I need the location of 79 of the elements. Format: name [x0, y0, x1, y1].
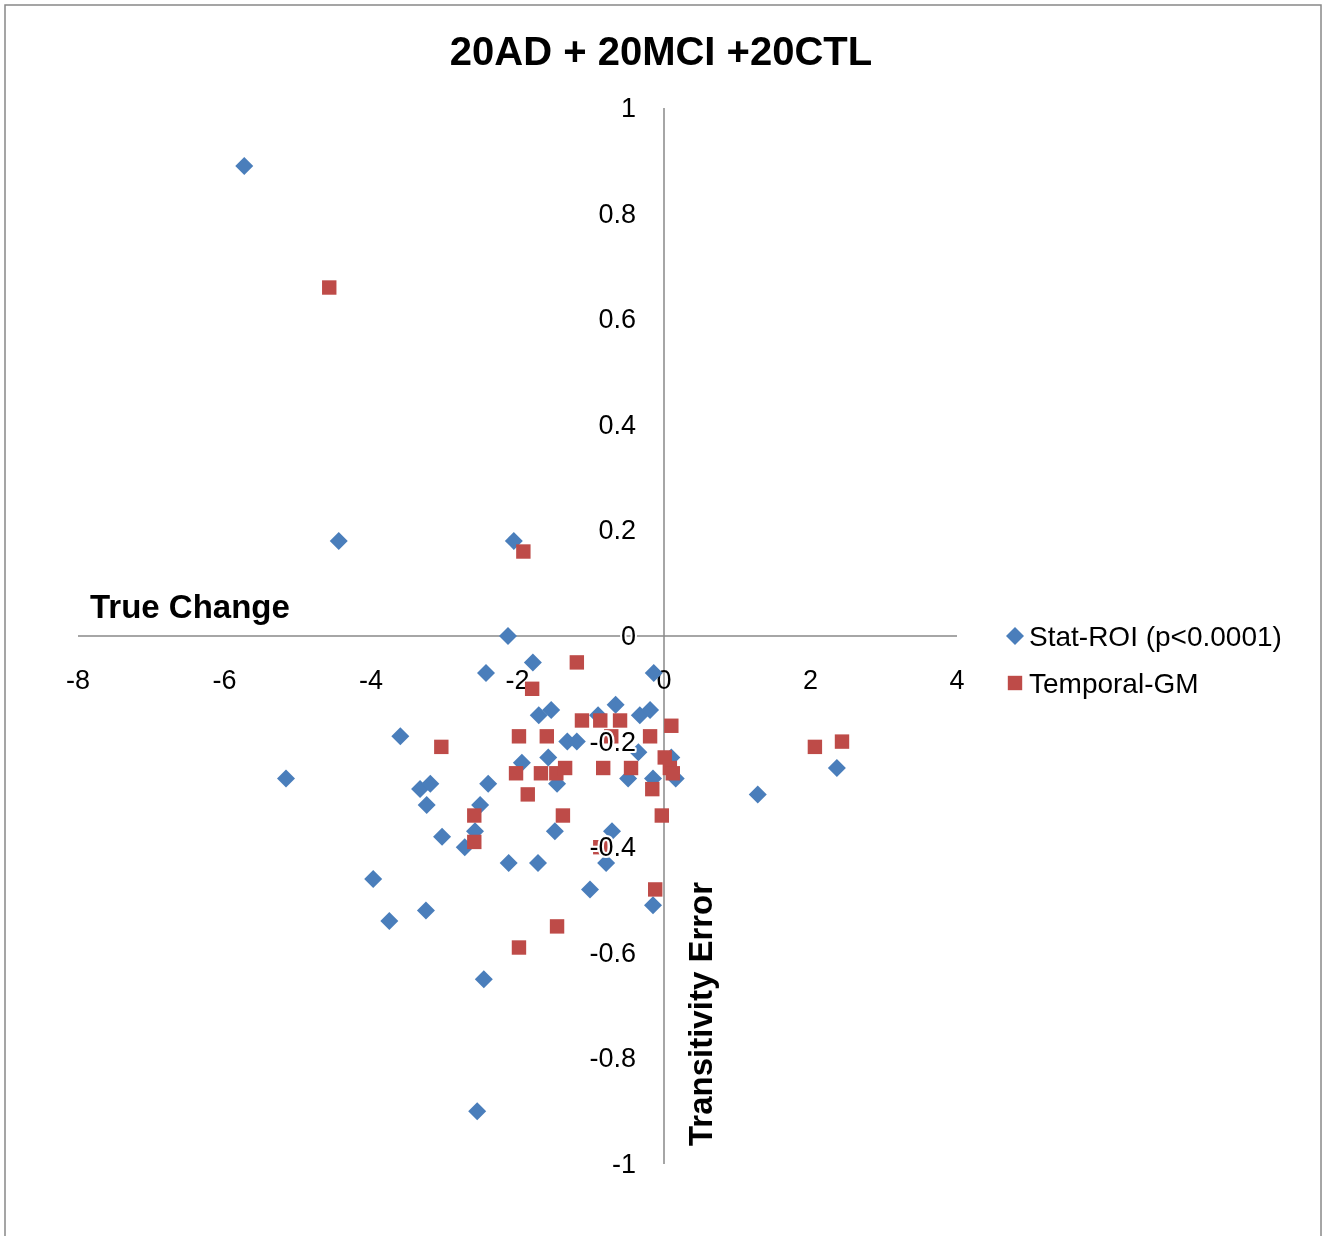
- point: [322, 280, 337, 295]
- point: [641, 700, 660, 719]
- point: [467, 834, 482, 850]
- point: [807, 739, 823, 755]
- legend-label: Temporal-GM: [1029, 668, 1199, 699]
- point: [498, 627, 517, 645]
- x-tick-label: -8: [65, 665, 91, 695]
- x-tick-label: -4: [358, 665, 384, 695]
- point: [468, 1102, 487, 1121]
- point: [665, 766, 680, 781]
- point: [421, 774, 440, 793]
- chart-title: 20AD + 20MCI +20CTL: [449, 29, 873, 73]
- point: [569, 655, 585, 670]
- point: [654, 808, 669, 823]
- y-axis-title: Transitivity Error: [682, 881, 719, 1146]
- point: [504, 531, 523, 550]
- point: [539, 748, 558, 767]
- y-tick-label: -0.2: [589, 726, 636, 757]
- point: [623, 760, 639, 776]
- point: [593, 713, 608, 728]
- point: [596, 760, 611, 776]
- point: [606, 695, 625, 714]
- point: [516, 544, 531, 559]
- point: [467, 808, 482, 823]
- point: [644, 896, 663, 915]
- y-tick-label: 0.6: [598, 304, 636, 335]
- point: [474, 970, 493, 989]
- point: [630, 706, 649, 725]
- point: [648, 882, 663, 897]
- point: [508, 766, 524, 781]
- point: [612, 713, 628, 728]
- point: [380, 912, 399, 931]
- y-tick-label: 0: [620, 621, 636, 651]
- y-tick-label: -1: [611, 1149, 636, 1179]
- point: [642, 729, 658, 744]
- point: [529, 706, 548, 725]
- point: [479, 774, 498, 793]
- point: [539, 729, 554, 744]
- point: [523, 653, 542, 672]
- point: [417, 795, 436, 814]
- y-tick-label: 0.2: [598, 515, 636, 546]
- point: [581, 880, 600, 899]
- point: [748, 785, 767, 804]
- legend-label: Stat-ROI (p<0.0001): [1029, 621, 1282, 652]
- y-tick-label: -0.6: [589, 937, 636, 968]
- point: [827, 759, 846, 777]
- point: [574, 713, 590, 728]
- y-tick-label: 0.8: [598, 198, 636, 229]
- point: [511, 729, 527, 744]
- point: [533, 766, 549, 781]
- x-tick-label: -6: [212, 665, 237, 695]
- point: [542, 700, 561, 719]
- point: [235, 157, 254, 176]
- point: [277, 769, 296, 788]
- point: [477, 663, 495, 682]
- x-tick-label: 4: [949, 665, 965, 695]
- y-tick-label: 1: [620, 93, 636, 123]
- y-tick-label: -0.8: [589, 1043, 636, 1074]
- y-tick-label: 0.4: [598, 409, 636, 440]
- point: [416, 901, 435, 920]
- point: [364, 869, 383, 888]
- point: [329, 531, 348, 550]
- point: [391, 727, 410, 746]
- point: [834, 734, 850, 749]
- point: [549, 919, 565, 934]
- point: [499, 854, 518, 873]
- point: [511, 940, 527, 955]
- point: [555, 808, 571, 823]
- x-axis-title: True Change: [90, 588, 290, 625]
- point: [411, 780, 430, 799]
- point: [557, 760, 573, 776]
- point: [529, 854, 548, 873]
- point: [520, 787, 535, 802]
- point: [545, 822, 564, 841]
- point: [645, 781, 660, 797]
- point: [434, 739, 449, 755]
- x-tick-label: 2: [802, 665, 819, 695]
- point: [664, 718, 679, 733]
- point: [433, 827, 452, 846]
